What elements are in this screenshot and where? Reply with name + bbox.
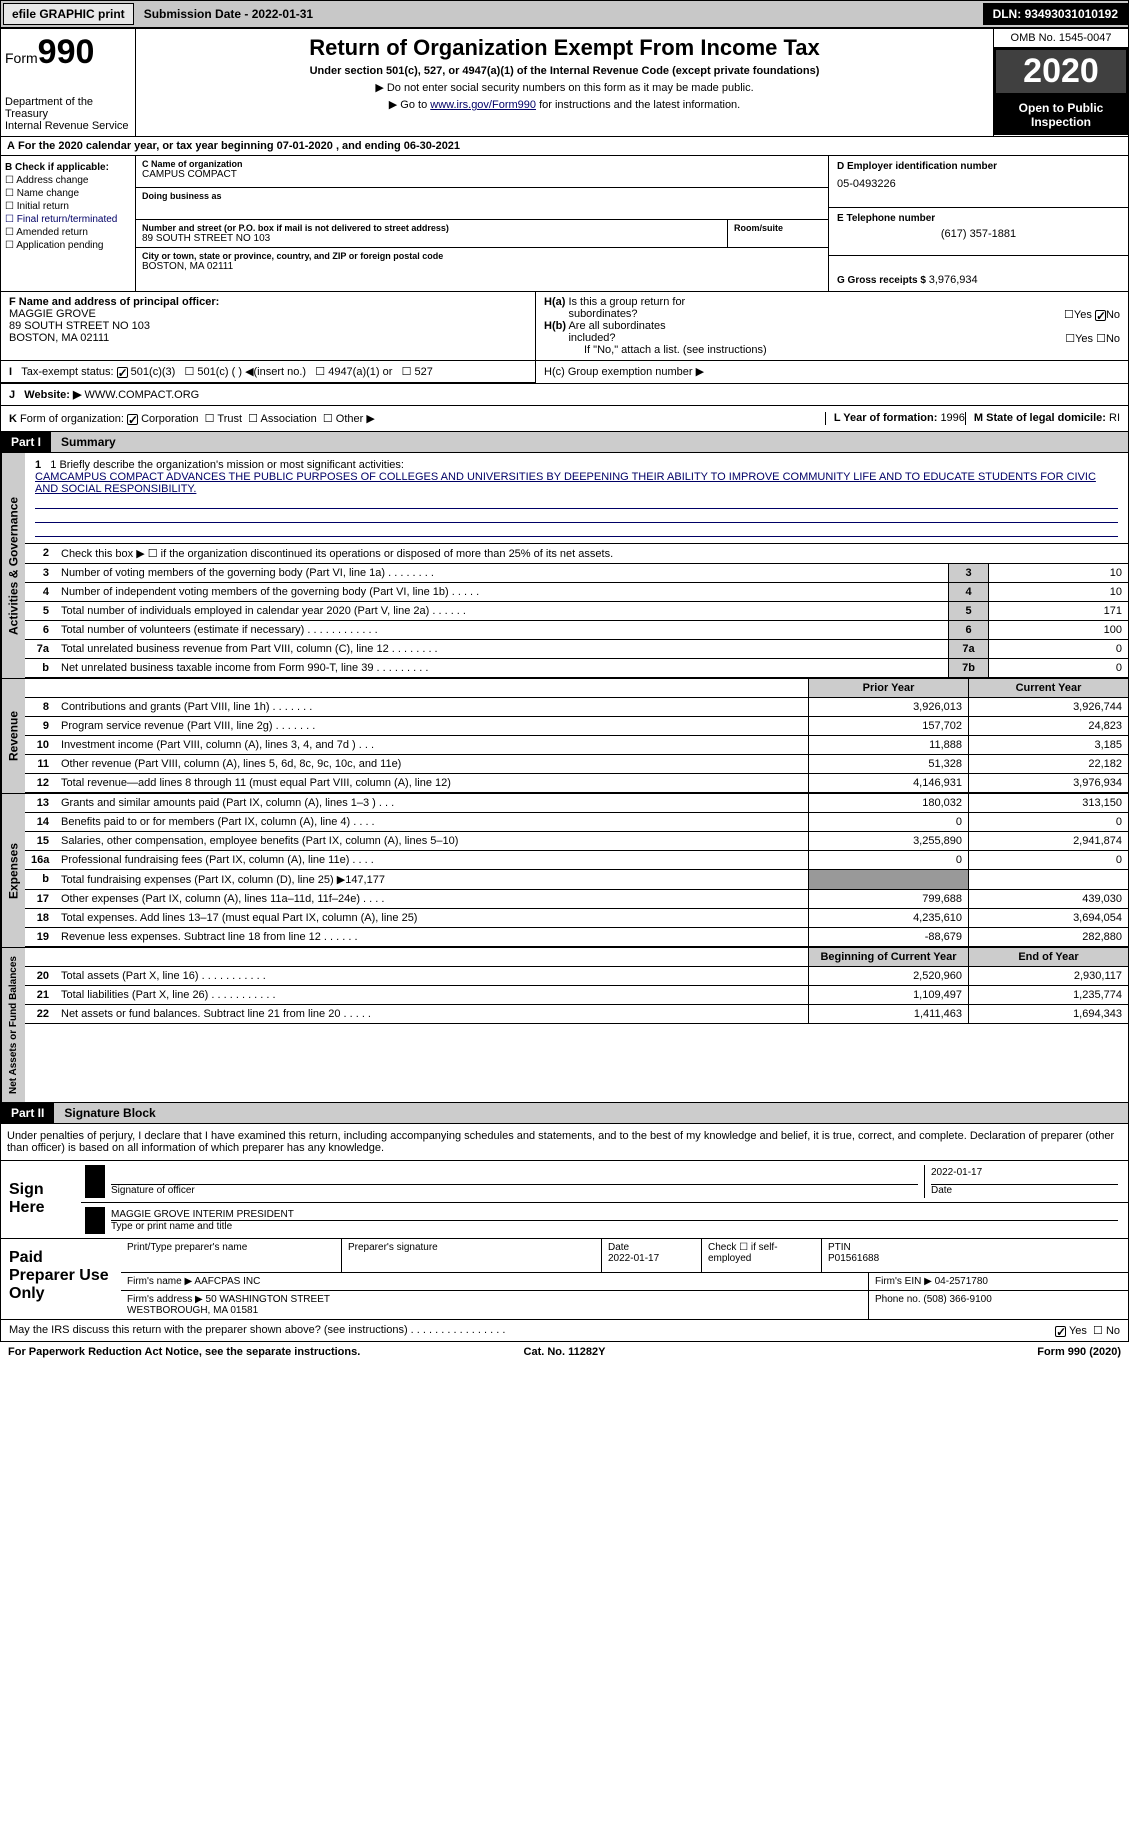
- discuss-row: May the IRS discuss this return with the…: [0, 1320, 1129, 1342]
- fin-header-rev: Prior Year Current Year: [25, 679, 1128, 698]
- irs-link[interactable]: www.irs.gov/Form990: [430, 99, 536, 111]
- dept-label: Department of the Treasury Internal Reve…: [5, 96, 131, 132]
- fin-row: 19Revenue less expenses. Subtract line 1…: [25, 928, 1128, 947]
- check-amended-return[interactable]: ☐ Amended return: [5, 227, 131, 238]
- tax-period: A For the 2020 calendar year, or tax yea…: [0, 137, 1129, 156]
- street-address: Number and street (or P.O. box if mail i…: [136, 220, 728, 247]
- gov-row: 7aTotal unrelated business revenue from …: [25, 640, 1128, 659]
- fin-row: bTotal fundraising expenses (Part IX, co…: [25, 870, 1128, 890]
- section-k: K Form of organization: Corporation ☐ Tr…: [0, 406, 1129, 432]
- tax-year: 2020: [994, 48, 1128, 95]
- year-box: OMB No. 1545-0047 2020 Open to Public In…: [993, 29, 1128, 136]
- ha-no-checkbox[interactable]: [1095, 310, 1106, 321]
- ein-cell: D Employer identification number 05-0493…: [829, 156, 1128, 208]
- officer-name-field: MAGGIE GROVE INTERIM PRESIDENT Type or p…: [105, 1207, 1124, 1234]
- side-revenue: Revenue: [1, 679, 25, 793]
- officer-signature-field[interactable]: Signature of officer: [105, 1165, 924, 1198]
- section-d: D Employer identification number 05-0493…: [828, 156, 1128, 291]
- section-h: H(a) Is this a group return for subordin…: [536, 292, 1128, 360]
- room-suite: Room/suite: [728, 220, 828, 247]
- sig-date-field: 2022-01-17 Date: [924, 1165, 1124, 1198]
- gov-row: 6Total number of volunteers (estimate if…: [25, 621, 1128, 640]
- fin-row: 16aProfessional fundraising fees (Part I…: [25, 851, 1128, 870]
- paid-preparer-label: Paid Preparer Use Only: [1, 1239, 121, 1319]
- gov-row: 3Number of voting members of the governi…: [25, 564, 1128, 583]
- corp-checkbox[interactable]: [127, 414, 138, 425]
- fin-row: 15Salaries, other compensation, employee…: [25, 832, 1128, 851]
- phone-cell: E Telephone number (617) 357-1881: [829, 208, 1128, 256]
- submission-label: Submission Date - 2022-01-31: [136, 4, 321, 24]
- expenses-section: Expenses 13Grants and similar amounts pa…: [0, 794, 1129, 948]
- website-value: WWW.COMPACT.ORG: [85, 389, 200, 401]
- form-subtitle: Under section 501(c), 527, or 4947(a)(1)…: [142, 65, 987, 77]
- dba-row: Doing business as: [136, 188, 828, 220]
- governance-section: Activities & Governance 1 1 Briefly desc…: [0, 453, 1129, 679]
- fin-row: 11Other revenue (Part VIII, column (A), …: [25, 755, 1128, 774]
- check-final-return[interactable]: ☐ Final return/terminated: [5, 214, 131, 225]
- form-title: Return of Organization Exempt From Incom…: [142, 35, 987, 61]
- paid-preparer-block: Paid Preparer Use Only Print/Type prepar…: [0, 1239, 1129, 1320]
- form-header: Form990 Department of the Treasury Inter…: [0, 28, 1129, 137]
- section-j: J Website: ▶ WWW.COMPACT.ORG: [0, 384, 1129, 406]
- netassets-section: Net Assets or Fund Balances Beginning of…: [0, 948, 1129, 1103]
- check-address-change[interactable]: ☐ Address change: [5, 175, 131, 186]
- open-inspection: Open to Public Inspection: [994, 95, 1128, 135]
- gov-row: bNet unrelated business taxable income f…: [25, 659, 1128, 678]
- topbar: efile GRAPHIC print Submission Date - 20…: [0, 0, 1129, 28]
- fin-row: 22Net assets or fund balances. Subtract …: [25, 1005, 1128, 1024]
- side-governance: Activities & Governance: [1, 453, 25, 678]
- check-initial-return[interactable]: ☐ Initial return: [5, 201, 131, 212]
- 501c3-checkbox[interactable]: [117, 367, 128, 378]
- arrow-icon: [85, 1165, 105, 1198]
- section-i-j-hc: I Tax-exempt status: 501(c)(3) ☐ 501(c) …: [0, 361, 1129, 384]
- declaration-text: Under penalties of perjury, I declare th…: [0, 1124, 1129, 1161]
- discuss-yes-checkbox[interactable]: [1055, 1326, 1066, 1337]
- gov-row: 2Check this box ▶ ☐ if the organization …: [25, 544, 1128, 564]
- revenue-section: Revenue Prior Year Current Year 8Contrib…: [0, 679, 1129, 794]
- dln: DLN: 93493031010192: [983, 3, 1128, 25]
- fin-row: 14Benefits paid to or for members (Part …: [25, 813, 1128, 832]
- fin-row: 9Program service revenue (Part VIII, lin…: [25, 717, 1128, 736]
- check-name-change[interactable]: ☐ Name change: [5, 188, 131, 199]
- fin-header-net: Beginning of Current Year End of Year: [25, 948, 1128, 967]
- main-info-block: B Check if applicable: ☐ Address change …: [0, 156, 1129, 292]
- efile-button[interactable]: efile GRAPHIC print: [3, 3, 134, 25]
- fin-row: 13Grants and similar amounts paid (Part …: [25, 794, 1128, 813]
- hc-cell: H(c) Group exemption number ▶: [536, 361, 1128, 383]
- section-b: B Check if applicable: ☐ Address change …: [1, 156, 136, 291]
- check-application-pending[interactable]: ☐ Application pending: [5, 240, 131, 251]
- fin-row: 21Total liabilities (Part X, line 26) . …: [25, 986, 1128, 1005]
- fin-row: 10Investment income (Part VIII, column (…: [25, 736, 1128, 755]
- side-netassets: Net Assets or Fund Balances: [1, 948, 25, 1102]
- arrow-icon: [85, 1207, 105, 1234]
- fin-row: 20Total assets (Part X, line 16) . . . .…: [25, 967, 1128, 986]
- section-c: C Name of organization CAMPUS COMPACT Do…: [136, 156, 828, 291]
- form-id-box: Form990 Department of the Treasury Inter…: [1, 29, 136, 136]
- fin-row: 17Other expenses (Part IX, column (A), l…: [25, 890, 1128, 909]
- org-name-row: C Name of organization CAMPUS COMPACT: [136, 156, 828, 188]
- gross-receipts-cell: G Gross receipts $ 3,976,934: [829, 256, 1128, 291]
- fin-row: 18Total expenses. Add lines 13–17 (must …: [25, 909, 1128, 928]
- mission-block: 1 1 Briefly describe the organization's …: [25, 453, 1128, 544]
- instruction-1: ▶ Do not enter social security numbers o…: [142, 81, 987, 94]
- gov-row: 5Total number of individuals employed in…: [25, 602, 1128, 621]
- fin-row: 8Contributions and grants (Part VIII, li…: [25, 698, 1128, 717]
- fin-row: 12Total revenue—add lines 8 through 11 (…: [25, 774, 1128, 793]
- form-title-box: Return of Organization Exempt From Incom…: [136, 29, 993, 136]
- gov-row: 4Number of independent voting members of…: [25, 583, 1128, 602]
- city-row: City or town, state or province, country…: [136, 248, 828, 280]
- page-footer: For Paperwork Reduction Act Notice, see …: [0, 1342, 1129, 1362]
- instruction-2: ▶ Go to www.irs.gov/Form990 for instruct…: [142, 98, 987, 111]
- principal-officer: F Name and address of principal officer:…: [1, 292, 536, 360]
- part-1-header: Part I Summary: [0, 432, 1129, 453]
- sign-here-label: Sign Here: [1, 1161, 81, 1238]
- sign-here-block: Sign Here Signature of officer 2022-01-1…: [0, 1161, 1129, 1239]
- section-f-h: F Name and address of principal officer:…: [0, 292, 1129, 361]
- omb-number: OMB No. 1545-0047: [994, 29, 1128, 48]
- part-2-header: Part II Signature Block: [0, 1103, 1129, 1124]
- side-expenses: Expenses: [1, 794, 25, 947]
